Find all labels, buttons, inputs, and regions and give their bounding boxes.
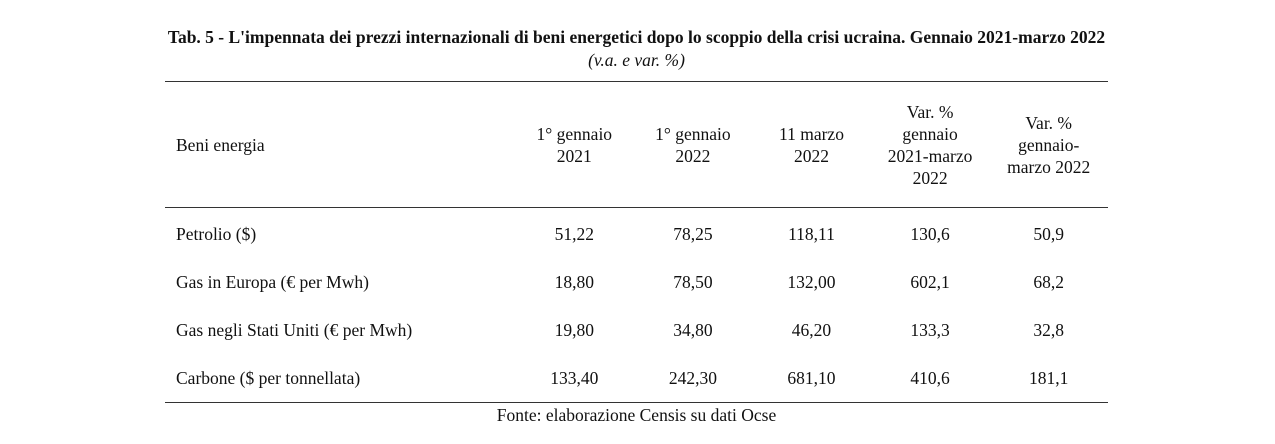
cell-value: 34,80 bbox=[673, 319, 713, 340]
header-line: 2021 bbox=[556, 145, 592, 166]
cell-value: 118,11 bbox=[788, 223, 835, 244]
source-note: Fonte: elaborazione Censis su dati Ocse bbox=[496, 405, 777, 425]
cell-value: 18,80 bbox=[554, 271, 594, 292]
table-row: Petrolio ($) 51,22 78,25 118,11 130,6 50,9 bbox=[165, 208, 1108, 259]
cell-value: 130,6 bbox=[910, 223, 950, 244]
title-bold: Tab. 5 - L'impennata dei prezzi internaz… bbox=[167, 27, 1106, 47]
row-label: Gas in Europa (€ per Mwh) bbox=[176, 271, 369, 292]
header-line: 1° gennaio bbox=[536, 123, 613, 144]
header-line: gennaio bbox=[902, 123, 958, 144]
header-line: 11 marzo bbox=[779, 123, 844, 144]
header-cell: 1° gennaio 2022 bbox=[634, 82, 753, 208]
header-cell: Var. % gennaio 2021-marzo 2022 bbox=[871, 82, 990, 208]
header-line: 2022 bbox=[912, 167, 948, 188]
header-line: Var. % bbox=[1025, 112, 1073, 133]
cell-value: 78,25 bbox=[673, 223, 713, 244]
cell-value: 78,50 bbox=[673, 271, 713, 292]
cell-value: 681,10 bbox=[787, 367, 836, 388]
cell-value: 132,00 bbox=[787, 271, 836, 292]
header-line: marzo 2022 bbox=[1007, 156, 1091, 177]
cell-value: 46,20 bbox=[791, 319, 832, 340]
row-label: Petrolio ($) bbox=[176, 223, 257, 244]
header-cell: Var. % gennaio-marzo 2022 bbox=[989, 82, 1108, 208]
header-cell: 1° gennaio 2021 bbox=[515, 82, 634, 208]
header-line: Var. % bbox=[906, 101, 954, 122]
header-line: 2021-marzo bbox=[887, 145, 973, 166]
data-table: Beni energia 1° gennaio 2021 1° gennaio 2022… bbox=[165, 81, 1108, 403]
cell-value: 50,9 bbox=[1033, 223, 1064, 244]
cell-value: 181,1 bbox=[1029, 367, 1069, 388]
header-line: 2022 bbox=[675, 145, 711, 166]
header-cell: Beni energia bbox=[165, 82, 515, 208]
cell-value: 32,8 bbox=[1033, 319, 1064, 340]
row-label: Gas negli Stati Uniti (€ per Mwh) bbox=[176, 319, 413, 340]
cell-value: 133,40 bbox=[550, 367, 599, 388]
table-row: Gas in Europa (€ per Mwh) 18,80 78,50 132,0… bbox=[165, 258, 1108, 306]
header-line: 2022 bbox=[793, 145, 829, 166]
header-line: gennaio- bbox=[1018, 134, 1080, 155]
cell-value: 602,1 bbox=[910, 271, 950, 292]
cell-value: 68,2 bbox=[1033, 271, 1064, 292]
cell-value: 133,3 bbox=[910, 319, 950, 340]
cell-value: 19,80 bbox=[554, 319, 594, 340]
table-row: Gas negli Stati Uniti (€ per Mwh) 19,80 34… bbox=[165, 306, 1108, 354]
table-body: Petrolio ($) 51,22 78,25 118,11 130,6 50,9 Gas… bbox=[165, 208, 1108, 403]
table-header: Beni energia 1° gennaio 2021 1° gennaio 2022… bbox=[165, 81, 1108, 208]
table-row: Carbone ($ per tonnellata) 133,40 242,30 68… bbox=[165, 354, 1108, 403]
header-cell: 11 marzo 2022 bbox=[752, 82, 871, 208]
header-row: Beni energia 1° gennaio 2021 1° gennaio 2022… bbox=[165, 81, 1108, 208]
table-title: Tab. 5 - L'impennata dei prezzi internaz… bbox=[165, 26, 1108, 72]
cell-value: 242,30 bbox=[668, 367, 717, 388]
title-italic: (v.a. e var. %) bbox=[588, 50, 685, 70]
cell-value: 410,6 bbox=[910, 367, 950, 388]
header-line: 1° gennaio bbox=[655, 123, 731, 144]
cell-value: 51,22 bbox=[554, 223, 594, 244]
header-line: Beni energia bbox=[176, 134, 265, 155]
row-label: Carbone ($ per tonnellata) bbox=[176, 367, 361, 388]
